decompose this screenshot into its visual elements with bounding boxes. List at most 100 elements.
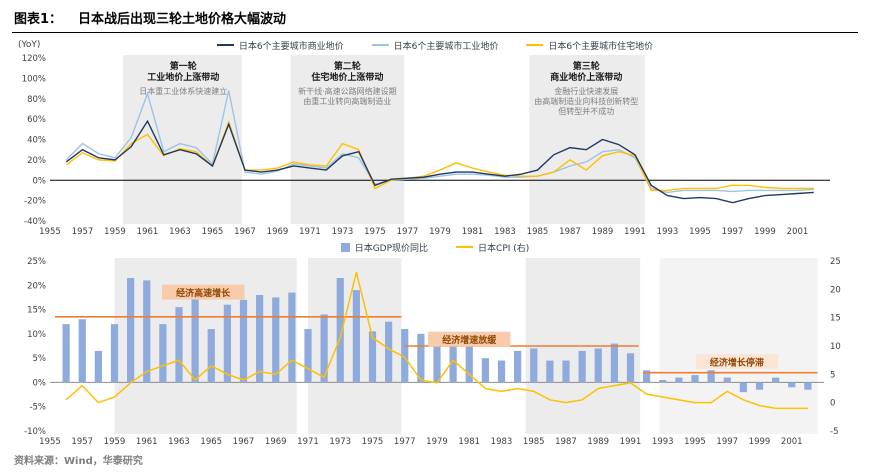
svg-text:1979: 1979 <box>426 437 448 447</box>
gdp-cpi-bar-chart: 25%20%15%10%5%0%-5%-10%2520151050-5经济高速增… <box>12 255 858 447</box>
svg-text:第一轮: 第一轮 <box>170 60 197 72</box>
svg-text:1989: 1989 <box>587 437 609 447</box>
svg-text:25%: 25% <box>27 257 46 267</box>
svg-text:1973: 1973 <box>329 437 351 447</box>
svg-text:1999: 1999 <box>754 227 776 237</box>
svg-text:-5%: -5% <box>29 403 46 413</box>
svg-text:1969: 1969 <box>265 437 287 447</box>
svg-text:1991: 1991 <box>624 227 646 237</box>
svg-text:1979: 1979 <box>429 227 451 237</box>
legend-item-cpi: 日本CPI (右) <box>456 241 529 254</box>
residential-line-swatch <box>526 44 543 46</box>
svg-text:120%: 120% <box>22 54 46 64</box>
svg-text:商业地价上涨带动: 商业地价上涨带动 <box>550 71 622 83</box>
svg-text:1975: 1975 <box>364 227 386 237</box>
svg-text:5: 5 <box>830 370 835 380</box>
bottom-chart-legend: 日本GDP现价同比 日本CPI (右) <box>12 239 858 255</box>
svg-text:1971: 1971 <box>299 227 321 237</box>
svg-text:1993: 1993 <box>657 227 679 237</box>
svg-text:1981: 1981 <box>462 227 484 237</box>
svg-text:1999: 1999 <box>749 437 771 447</box>
svg-text:15%: 15% <box>27 306 46 316</box>
svg-text:工业地价上涨带动: 工业地价上涨带动 <box>147 71 219 83</box>
svg-text:1973: 1973 <box>332 227 354 237</box>
svg-text:0%: 0% <box>33 176 47 186</box>
svg-text:1993: 1993 <box>652 437 674 447</box>
svg-text:1963: 1963 <box>168 437 190 447</box>
svg-text:2001: 2001 <box>781 437 803 447</box>
legend-label-industrial: 日本6个主要城市工业地价 <box>394 39 499 52</box>
svg-text:-10%: -10% <box>24 427 46 437</box>
figure-title: 日本战后出现三轮土地价格大幅波动 <box>78 8 286 27</box>
legend-label-residential: 日本6个主要城市住宅地价 <box>548 39 653 52</box>
svg-text:20%: 20% <box>27 281 46 291</box>
industrial-line-swatch <box>372 44 389 46</box>
svg-text:-5: -5 <box>830 427 838 437</box>
svg-text:1959: 1959 <box>104 437 126 447</box>
svg-text:住宅地价上涨带动: 住宅地价上涨带动 <box>311 71 383 83</box>
y-axis-unit-label: (YoY) <box>18 40 40 50</box>
svg-text:1965: 1965 <box>202 227 224 237</box>
svg-text:20: 20 <box>830 285 841 295</box>
svg-text:1991: 1991 <box>620 437 642 447</box>
report-figure: 图表1： 日本战后出现三轮土地价格大幅波动 (YoY) 日本6个主要城市商业地价… <box>0 0 870 467</box>
svg-text:经济增长停滞: 经济增长停滞 <box>710 357 764 369</box>
svg-text:1957: 1957 <box>71 437 93 447</box>
svg-text:1971: 1971 <box>297 437 319 447</box>
svg-text:10: 10 <box>830 342 841 352</box>
svg-text:1965: 1965 <box>200 437 222 447</box>
svg-text:日本重工业体系快速建立: 日本重工业体系快速建立 <box>139 86 227 96</box>
svg-text:2001: 2001 <box>787 227 809 237</box>
top-chart-legend: (YoY) 日本6个主要城市商业地价 日本6个主要城市工业地价 日本6个主要城市… <box>12 37 858 53</box>
svg-text:由重工业转向高端制造业: 由重工业转向高端制造业 <box>303 96 391 106</box>
legend-label-gdp: 日本GDP现价同比 <box>355 241 428 254</box>
svg-text:-40%: -40% <box>24 217 46 227</box>
svg-text:1983: 1983 <box>491 437 513 447</box>
svg-text:80%: 80% <box>27 95 46 105</box>
svg-text:1961: 1961 <box>136 437 158 447</box>
svg-text:40%: 40% <box>27 136 46 146</box>
svg-text:1977: 1977 <box>397 227 419 237</box>
svg-text:1983: 1983 <box>494 227 516 237</box>
svg-text:1995: 1995 <box>689 227 711 237</box>
legend-item-industrial: 日本6个主要城市工业地价 <box>372 39 499 52</box>
svg-text:1981: 1981 <box>458 437 480 447</box>
svg-text:1997: 1997 <box>716 437 738 447</box>
svg-text:-20%: -20% <box>24 197 46 207</box>
legend-item-gdp: 日本GDP现价同比 <box>341 241 428 254</box>
legend-label-cpi: 日本CPI (右) <box>478 241 529 254</box>
svg-text:1955: 1955 <box>39 227 61 237</box>
svg-text:1985: 1985 <box>523 437 545 447</box>
svg-text:25: 25 <box>830 257 841 267</box>
svg-text:1957: 1957 <box>72 227 94 237</box>
svg-text:1961: 1961 <box>137 227 159 237</box>
svg-text:0: 0 <box>830 399 835 409</box>
svg-text:1955: 1955 <box>39 437 61 447</box>
svg-text:1987: 1987 <box>555 437 577 447</box>
svg-text:经济高速增长: 经济高速增长 <box>176 287 231 299</box>
land-price-line-chart: 120%100%80%60%40%20%0%-20%-40%第一轮工业地价上涨带… <box>12 53 858 237</box>
svg-text:新干线·高速公路网络建设期: 新干线·高速公路网络建设期 <box>298 86 397 96</box>
svg-text:金融行业快速发展: 金融行业快速发展 <box>554 86 618 96</box>
svg-text:1977: 1977 <box>394 437 416 447</box>
svg-text:5%: 5% <box>33 354 47 364</box>
svg-text:1967: 1967 <box>234 227 256 237</box>
legend-label-commercial: 日本6个主要城市商业地价 <box>239 39 344 52</box>
svg-text:由高端制造业向科技创新转型: 由高端制造业向科技创新转型 <box>534 96 638 106</box>
svg-text:1995: 1995 <box>684 437 706 447</box>
svg-text:第三轮: 第三轮 <box>573 60 600 72</box>
svg-text:1963: 1963 <box>169 227 191 237</box>
commercial-line-swatch <box>217 44 234 46</box>
svg-text:经济增速放缓: 经济增速放缓 <box>442 334 497 346</box>
svg-text:0%: 0% <box>33 378 47 388</box>
svg-text:20%: 20% <box>27 156 46 166</box>
svg-text:60%: 60% <box>27 115 46 125</box>
svg-text:1997: 1997 <box>722 227 744 237</box>
svg-text:但转型并不成功: 但转型并不成功 <box>558 106 614 116</box>
svg-text:1969: 1969 <box>267 227 289 237</box>
svg-text:15: 15 <box>830 314 841 324</box>
cpi-line-swatch <box>456 246 473 248</box>
legend-item-commercial: 日本6个主要城市商业地价 <box>217 39 344 52</box>
svg-text:1989: 1989 <box>592 227 614 237</box>
legend-item-residential: 日本6个主要城市住宅地价 <box>526 39 653 52</box>
